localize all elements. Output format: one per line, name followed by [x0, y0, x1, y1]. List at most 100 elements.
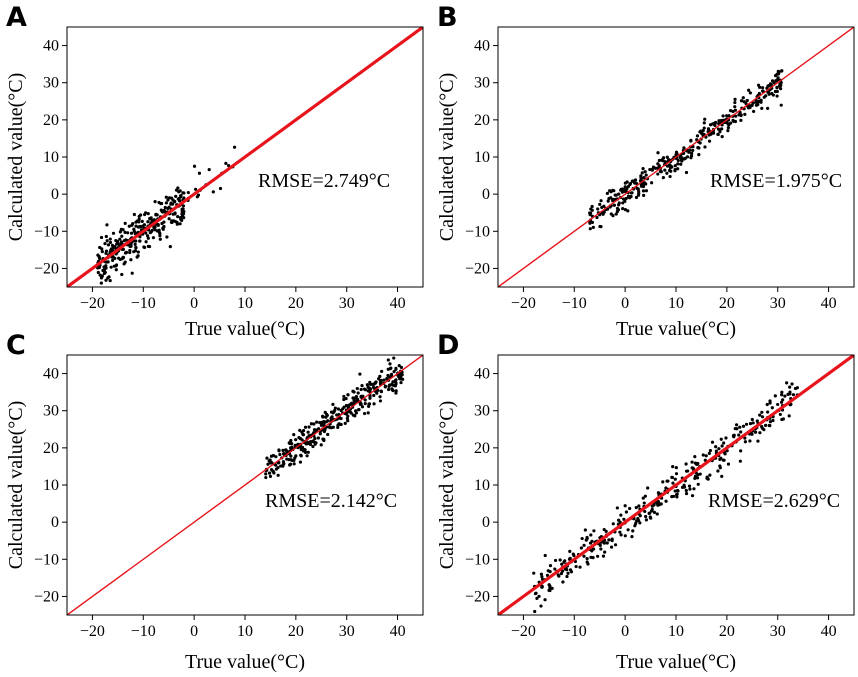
scatter-point — [374, 380, 378, 384]
scatter-point — [114, 268, 118, 272]
scatter-point — [655, 166, 660, 170]
scatter-point — [765, 86, 769, 90]
scatter-point — [739, 430, 743, 434]
scatter-point — [753, 430, 758, 434]
scatter-point — [294, 438, 298, 442]
scatter-point — [350, 401, 354, 405]
scatter-point — [323, 410, 327, 414]
scatter-point — [365, 383, 369, 387]
scatter-point — [316, 436, 320, 440]
scatter-point — [588, 227, 592, 231]
x-tick-label: −20 — [511, 295, 536, 312]
scatter-point — [318, 432, 322, 436]
scatter-point — [747, 88, 751, 92]
scatter-point — [176, 215, 180, 219]
scatter-point — [650, 181, 654, 185]
scatter-point — [264, 475, 268, 480]
scatter-point — [641, 189, 646, 193]
scatter-point — [308, 440, 312, 444]
y-tick-label: −20 — [465, 588, 490, 605]
scatter-point — [644, 182, 648, 186]
scatter-point — [697, 153, 701, 157]
y-tick-label: 0 — [482, 186, 490, 203]
scatter-point — [107, 275, 111, 279]
scatter-point — [97, 254, 101, 259]
scatter-point — [386, 367, 390, 371]
scatter-point — [774, 79, 778, 83]
scatter-point — [565, 574, 569, 579]
scatter-point — [311, 444, 315, 449]
scatter-point — [682, 146, 686, 150]
scatter-point — [721, 458, 725, 462]
scatter-point — [378, 399, 383, 403]
scatter-point — [568, 549, 572, 553]
scatter-point — [537, 594, 541, 598]
scatter-point — [178, 222, 182, 226]
scatter-point — [162, 220, 166, 224]
scatter-point — [641, 167, 645, 171]
scatter-point — [346, 419, 350, 423]
y-tick-label: −20 — [34, 588, 59, 605]
x-tick-label: 30 — [770, 623, 786, 640]
scatter-point — [665, 479, 669, 483]
scatter-point — [349, 411, 353, 415]
scatter-point — [606, 199, 610, 203]
scatter-point — [591, 556, 595, 560]
scatter-point — [701, 453, 705, 457]
scatter-point — [387, 387, 391, 392]
scatter-point — [650, 504, 654, 508]
scatter-point — [611, 197, 615, 202]
panel-c: C −20 −10 0 10 20 30 40 −20 −10 0 10 20 30 40 RMSE=2… — [5, 330, 424, 673]
x-tick-label: 30 — [339, 295, 355, 312]
scatter-point — [622, 188, 626, 192]
scatter-point — [372, 393, 376, 398]
scatter-point — [174, 194, 178, 198]
scatter-point — [386, 358, 390, 362]
scatter-point — [603, 550, 607, 554]
scatter-point — [635, 186, 639, 190]
y-tick-label: 20 — [474, 440, 490, 457]
scatter-point — [743, 436, 747, 440]
scatter-point — [619, 513, 623, 517]
scatter-point — [99, 235, 104, 240]
scatter-point — [643, 509, 647, 514]
scatter-point — [532, 571, 536, 575]
scatter-point — [113, 244, 117, 249]
scatter-point — [750, 417, 754, 422]
scatter-point — [100, 250, 104, 254]
scatter-point — [755, 419, 759, 423]
scatter-point — [731, 118, 735, 122]
scatter-point — [124, 250, 129, 255]
scatter-point — [670, 495, 674, 499]
scatter-point — [292, 462, 296, 466]
scatter-point — [127, 224, 131, 228]
scatter-point — [661, 480, 665, 484]
scatter-point — [287, 458, 291, 462]
scatter-point — [604, 529, 608, 533]
scatter-point — [313, 442, 317, 446]
scatter-point — [326, 432, 330, 437]
scatter-point — [655, 512, 659, 516]
scatter-point — [695, 134, 700, 138]
y-tick-label: 20 — [474, 112, 490, 129]
scatter-point — [264, 472, 268, 476]
scatter-point — [639, 174, 643, 178]
scatter-point — [726, 462, 731, 466]
scatter-point — [614, 193, 618, 197]
scatter-point — [105, 223, 109, 227]
scatter-point — [354, 409, 358, 413]
scatter-point — [137, 217, 141, 221]
panel-b: B −20 −10 0 10 20 30 40 −20 −10 0 10 20 30 40 RMSE=1… — [436, 2, 855, 340]
scatter-point — [733, 97, 737, 102]
scatter-point — [750, 432, 754, 436]
scatter-point — [342, 397, 346, 402]
scatter-point — [591, 547, 596, 551]
scatter-point — [664, 499, 668, 503]
scatter-point — [303, 448, 307, 452]
scatter-point — [96, 270, 100, 275]
scatter-point — [611, 214, 615, 218]
scatter-point — [766, 90, 771, 94]
x-tick-label: −20 — [511, 623, 536, 640]
scatter-point — [684, 491, 689, 496]
scatter-point — [559, 571, 563, 576]
